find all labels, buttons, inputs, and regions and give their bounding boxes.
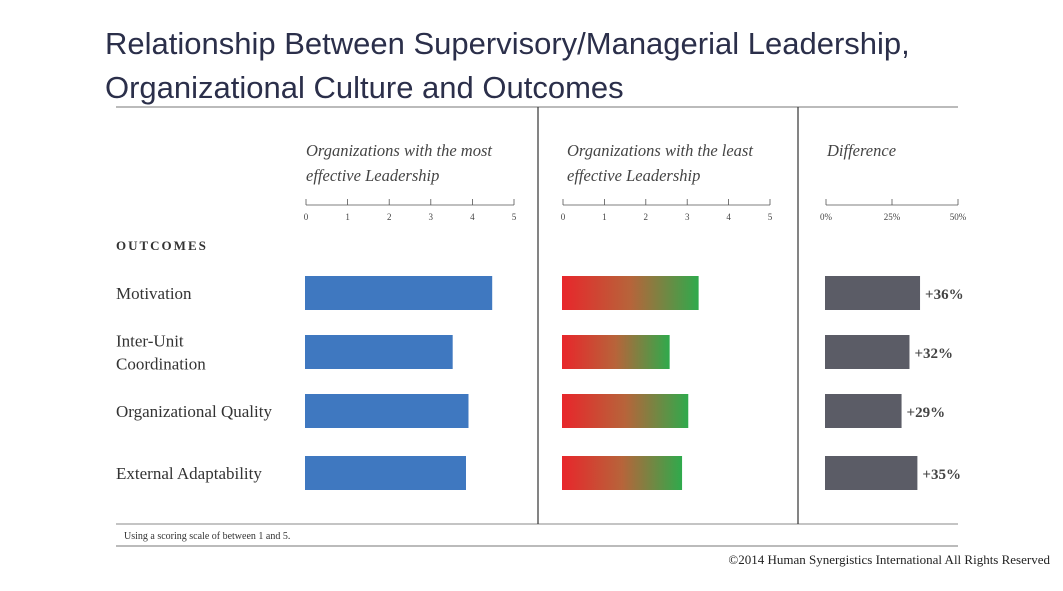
panel-header-line: Difference	[826, 141, 896, 160]
bar	[825, 335, 910, 369]
tick-label: 0%	[820, 212, 833, 222]
section-label: OUTCOMES	[116, 238, 208, 253]
data-label: +35%	[922, 467, 961, 483]
bar	[825, 456, 918, 490]
tick-label: 25%	[884, 212, 901, 222]
bar	[305, 394, 469, 428]
slide-title: Relationship Between Supervisory/Manager…	[105, 22, 1045, 110]
tick-label: 4	[726, 212, 731, 222]
tick-label: 3	[685, 212, 690, 222]
bar	[825, 276, 921, 310]
bar	[562, 394, 689, 428]
panel-header-line: Organizations with the most	[306, 141, 492, 160]
scale-note: Using a scoring scale of between 1 and 5…	[124, 531, 290, 542]
panel-1: Organizations with the most effective Lea…	[304, 141, 517, 490]
bar	[305, 276, 493, 310]
title-line-2: Organizational Culture and Outcomes	[105, 70, 624, 105]
tick-label: 3	[429, 212, 434, 222]
bar	[562, 335, 670, 369]
bar	[305, 456, 466, 490]
category-label: External Adaptability	[116, 464, 262, 483]
copyright-notice: ©2014 Human Synergistics International A…	[728, 552, 1050, 567]
data-label: +29%	[907, 405, 946, 421]
tick-label: 0	[561, 212, 566, 222]
bar	[562, 456, 683, 490]
bar	[305, 335, 453, 369]
panel-3: Difference 0% 25% 50% +36% +32% +29% +35%	[820, 141, 967, 490]
tick-label: 4	[470, 212, 475, 222]
bar	[825, 394, 902, 428]
panel-2: Organizations with the least effective Le…	[561, 141, 773, 490]
tick-label: 1	[345, 212, 350, 222]
panel-header-line: Organizations with the least	[567, 141, 753, 160]
tick-label: 0	[304, 212, 309, 222]
tick-label: 50%	[950, 212, 967, 222]
tick-label: 1	[602, 212, 607, 222]
bar	[562, 276, 699, 310]
title-line-1: Relationship Between Supervisory/Manager…	[105, 26, 910, 61]
tick-label: 2	[387, 212, 392, 222]
tick-label: 5	[512, 212, 517, 222]
category-label: Motivation	[116, 284, 192, 303]
category-label: Organizational Quality	[116, 402, 272, 421]
category-label: Coordination	[116, 355, 206, 374]
tick-label: 5	[768, 212, 773, 222]
tick-label: 2	[644, 212, 649, 222]
panel-header-line: effective Leadership	[567, 166, 700, 185]
data-label: +36%	[925, 287, 964, 303]
panel-header-line: effective Leadership	[306, 166, 439, 185]
category-label: Inter-Unit	[116, 332, 184, 351]
data-label: +32%	[914, 346, 953, 362]
